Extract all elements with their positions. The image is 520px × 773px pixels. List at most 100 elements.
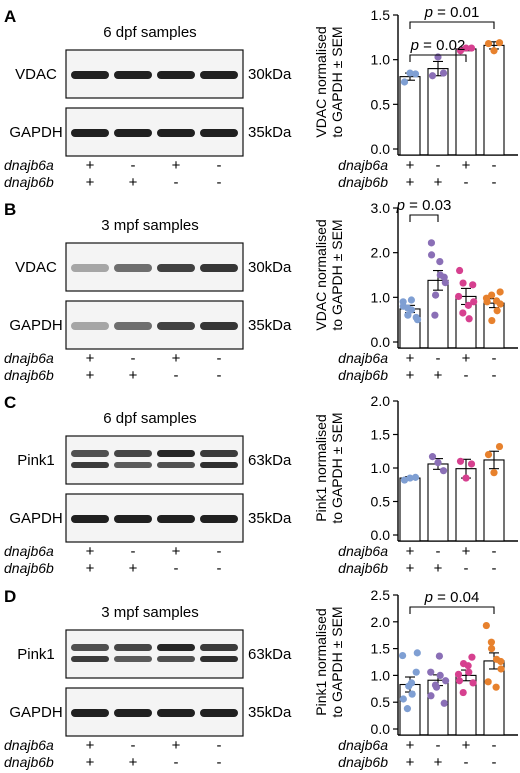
data-point xyxy=(403,705,412,713)
p-symbol: p xyxy=(424,4,433,21)
data-point xyxy=(399,695,407,703)
y-axis-label: VDAC normalisedto GAPDH ± SEM xyxy=(313,219,345,330)
data-point xyxy=(488,291,496,299)
y-axis-label: Pink1 normalisedto GAPDH ± SEM xyxy=(313,606,345,717)
band xyxy=(200,709,238,717)
p-value-label: p = 0.03 xyxy=(396,197,452,214)
genotype-mark: - xyxy=(217,174,222,191)
genotype-row-dnajb6b: dnajb6b + + - - xyxy=(4,174,222,191)
chart-d: Pink1 normalisedto GAPDH ± SEM 0.0 0.5 1.0 1… xyxy=(313,587,518,771)
band xyxy=(157,71,195,79)
data-point xyxy=(467,460,476,468)
genotype-row-dnajb6b: dnajb6b + + - - xyxy=(4,560,222,577)
genotype-row-dnajb6b: dnajb6b + + - - xyxy=(4,367,222,384)
band-lower xyxy=(157,656,195,662)
x-genotype-mark: - xyxy=(464,560,469,577)
x-genotype-mark: + xyxy=(462,157,471,174)
x-genotype-mark: + xyxy=(406,367,415,384)
data-point xyxy=(440,273,448,281)
data-point xyxy=(455,677,464,685)
genotype-mark: + xyxy=(172,737,181,754)
y-tick-label: 1.5 xyxy=(371,427,391,443)
band-upper xyxy=(114,450,152,457)
data-point xyxy=(465,668,473,676)
data-point xyxy=(459,688,467,697)
data-point xyxy=(413,649,421,657)
protein-label: GAPDH xyxy=(9,124,62,141)
band-lower xyxy=(200,462,238,468)
x-genotype-mark: + xyxy=(406,350,415,367)
data-point xyxy=(484,678,492,686)
band xyxy=(114,129,152,137)
data-point xyxy=(456,457,465,465)
data-point xyxy=(484,39,493,48)
data-point xyxy=(469,679,477,687)
genotype-mark: + xyxy=(129,367,138,384)
panel-letter: C xyxy=(4,393,16,412)
data-point xyxy=(407,679,416,687)
data-point xyxy=(484,451,493,459)
data-point xyxy=(404,311,412,319)
x-genotype-mark: - xyxy=(492,737,497,754)
data-point xyxy=(441,278,449,287)
x-genotype-mark: + xyxy=(406,543,415,560)
data-point xyxy=(427,239,436,247)
x-genotype-mark: + xyxy=(462,543,471,560)
p-value-label: p = 0.01 xyxy=(424,4,480,21)
p-rest: = 0.04 xyxy=(433,589,479,606)
gene-label: dnajb6b xyxy=(4,754,54,770)
data-point xyxy=(399,298,407,306)
panel-letter: B xyxy=(4,200,16,219)
protein-label: GAPDH xyxy=(9,510,62,527)
band xyxy=(71,709,109,717)
data-point xyxy=(428,72,437,80)
x-genotype-mark: - xyxy=(436,157,441,174)
x-genotype-mark: - xyxy=(492,367,497,384)
protein-label: VDAC xyxy=(15,66,57,83)
bar xyxy=(399,477,421,542)
y-tick-label: 2.0 xyxy=(371,614,391,630)
band xyxy=(71,129,109,137)
band xyxy=(157,322,195,330)
band-upper xyxy=(200,450,238,457)
x-genotype-mark: + xyxy=(434,174,443,191)
band-lower xyxy=(71,462,109,468)
x-genotype-mark: + xyxy=(462,350,471,367)
size-label: 30kDa xyxy=(248,259,292,276)
data-point xyxy=(468,653,476,661)
data-point xyxy=(413,316,422,324)
gene-label: dnajb6b xyxy=(4,560,54,576)
x-gene-label: dnajb6b xyxy=(338,754,388,770)
data-point xyxy=(427,692,435,700)
x-genotype-mark: - xyxy=(492,754,497,771)
band-upper xyxy=(71,450,109,457)
genotype-mark: - xyxy=(217,543,222,560)
genotype-mark: - xyxy=(217,367,222,384)
y-tick-label: 0.5 xyxy=(371,694,391,710)
data-point xyxy=(497,665,505,673)
data-point xyxy=(412,668,420,676)
genotype-mark: - xyxy=(131,157,136,174)
band xyxy=(71,264,109,272)
x-genotype-mark: - xyxy=(436,543,441,560)
genotype-mark: - xyxy=(217,737,222,754)
genotype-mark: + xyxy=(86,543,95,560)
band xyxy=(157,264,195,272)
data-point xyxy=(407,296,416,304)
blot-pink1: Pink1 63kDa xyxy=(17,435,292,485)
band xyxy=(157,129,195,137)
data-point xyxy=(440,699,448,707)
band-lower xyxy=(200,656,238,662)
x-genotype-mark: + xyxy=(462,737,471,754)
genotype-row-dnajb6b: dnajb6b + + - - xyxy=(4,754,222,771)
significance-bracket xyxy=(409,606,495,614)
data-point xyxy=(400,78,409,86)
data-point xyxy=(470,298,478,306)
x-genotype-mark: + xyxy=(406,754,415,771)
y-tick-label: 1.0 xyxy=(371,289,391,305)
y-tick-label: 0.5 xyxy=(371,96,391,112)
band xyxy=(114,515,152,523)
sample-label: 3 mpf samples xyxy=(101,217,199,234)
genotype-mark: - xyxy=(217,157,222,174)
